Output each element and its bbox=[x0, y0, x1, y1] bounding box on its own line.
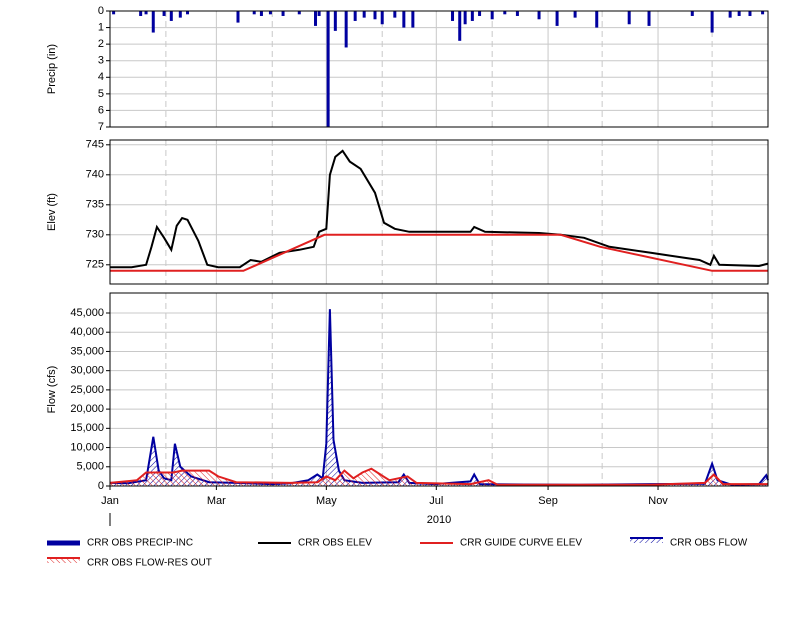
y-axis-label: Precip (in) bbox=[46, 44, 58, 94]
y-tick-label: 6 bbox=[98, 104, 104, 116]
bar bbox=[573, 11, 577, 18]
series-line bbox=[110, 149, 769, 269]
y-tick-label: 2 bbox=[98, 38, 104, 50]
bar bbox=[393, 11, 397, 18]
x-tick-label: Jul bbox=[429, 495, 443, 507]
bar bbox=[186, 11, 190, 15]
bar bbox=[178, 11, 182, 18]
bar bbox=[373, 11, 377, 20]
y-tick-label: 3 bbox=[98, 55, 104, 67]
y-tick-label: 15,000 bbox=[70, 422, 104, 434]
bar bbox=[515, 11, 519, 16]
y-tick-label: 730 bbox=[86, 229, 104, 241]
y-tick-label: 40,000 bbox=[70, 326, 104, 338]
bar bbox=[326, 11, 330, 127]
y-axis-label: Elev (ft) bbox=[46, 193, 58, 231]
y-tick-label: 740 bbox=[86, 169, 104, 181]
bar bbox=[555, 11, 559, 26]
bar bbox=[627, 11, 631, 25]
bar bbox=[478, 11, 482, 16]
bar bbox=[162, 11, 166, 16]
bar bbox=[595, 11, 599, 28]
bar bbox=[411, 11, 415, 28]
flow-area bbox=[110, 309, 768, 486]
bar bbox=[537, 11, 541, 20]
y-tick-label: 0 bbox=[98, 480, 104, 492]
bar bbox=[112, 11, 116, 15]
x-tick-label: Sep bbox=[538, 495, 558, 507]
y-tick-label: 0 bbox=[98, 5, 104, 17]
bar bbox=[362, 11, 366, 18]
bar bbox=[470, 11, 474, 21]
bar bbox=[268, 11, 272, 15]
series-line bbox=[110, 233, 768, 272]
x-tick-label: Mar bbox=[207, 495, 226, 507]
legend-label: CRR OBS ELEV bbox=[298, 538, 372, 549]
x-axis-label: 2010 bbox=[427, 514, 451, 526]
plot-frame bbox=[109, 292, 769, 487]
bar bbox=[259, 11, 263, 16]
y-tick-label: 725 bbox=[86, 259, 104, 271]
bar bbox=[748, 11, 752, 16]
bar bbox=[647, 11, 651, 26]
series-line bbox=[109, 309, 769, 486]
y-tick-label: 10,000 bbox=[70, 441, 104, 453]
bar bbox=[451, 11, 455, 21]
legend-label: CRR OBS FLOW bbox=[670, 538, 748, 549]
bar bbox=[333, 11, 337, 31]
bar bbox=[144, 11, 148, 15]
x-tick-label: Jan bbox=[101, 495, 119, 507]
y-tick-label: 30,000 bbox=[70, 365, 104, 377]
bar bbox=[139, 11, 143, 16]
y-tick-label: 35,000 bbox=[70, 345, 104, 357]
legend-swatch bbox=[47, 558, 80, 563]
bar bbox=[710, 11, 714, 33]
y-tick-label: 7 bbox=[98, 121, 104, 133]
y-tick-label: 5 bbox=[98, 88, 104, 100]
bar bbox=[297, 11, 301, 15]
legend-label: CRR GUIDE CURVE ELEV bbox=[460, 538, 582, 549]
bar bbox=[380, 11, 384, 25]
y-tick-label: 1 bbox=[98, 21, 104, 33]
legend-swatch bbox=[47, 540, 80, 546]
bar bbox=[169, 11, 173, 21]
y-tick-label: 745 bbox=[86, 139, 104, 151]
bar bbox=[490, 11, 494, 20]
legend-swatch bbox=[630, 538, 663, 543]
y-tick-label: 4 bbox=[98, 71, 104, 83]
legend-label: CRR OBS FLOW-RES OUT bbox=[87, 558, 212, 569]
bar bbox=[252, 11, 256, 15]
bar bbox=[728, 11, 732, 18]
bar bbox=[458, 11, 462, 41]
bar bbox=[503, 11, 507, 15]
bar bbox=[402, 11, 406, 28]
series-line bbox=[109, 467, 768, 486]
y-tick-label: 5,000 bbox=[76, 461, 104, 473]
flow-area bbox=[110, 468, 768, 486]
legend-label: CRR OBS PRECIP-INC bbox=[87, 538, 193, 549]
bar bbox=[317, 11, 321, 16]
plot-frame bbox=[109, 139, 769, 285]
y-tick-label: 45,000 bbox=[70, 307, 104, 319]
x-tick-label: May bbox=[316, 495, 337, 507]
bar bbox=[737, 11, 741, 16]
y-tick-label: 735 bbox=[86, 199, 104, 211]
x-tick-label: Nov bbox=[648, 495, 668, 507]
bar bbox=[314, 11, 318, 26]
y-axis-label: Flow (cfs) bbox=[46, 366, 58, 414]
bar bbox=[353, 11, 357, 21]
bar bbox=[151, 11, 155, 33]
bar bbox=[463, 11, 467, 25]
bar bbox=[690, 11, 694, 16]
bar bbox=[344, 11, 348, 48]
y-tick-label: 25,000 bbox=[70, 384, 104, 396]
bar bbox=[281, 11, 285, 16]
plot-frame bbox=[109, 10, 769, 128]
bar bbox=[236, 11, 240, 23]
y-tick-label: 20,000 bbox=[70, 403, 104, 415]
bar bbox=[761, 11, 765, 15]
